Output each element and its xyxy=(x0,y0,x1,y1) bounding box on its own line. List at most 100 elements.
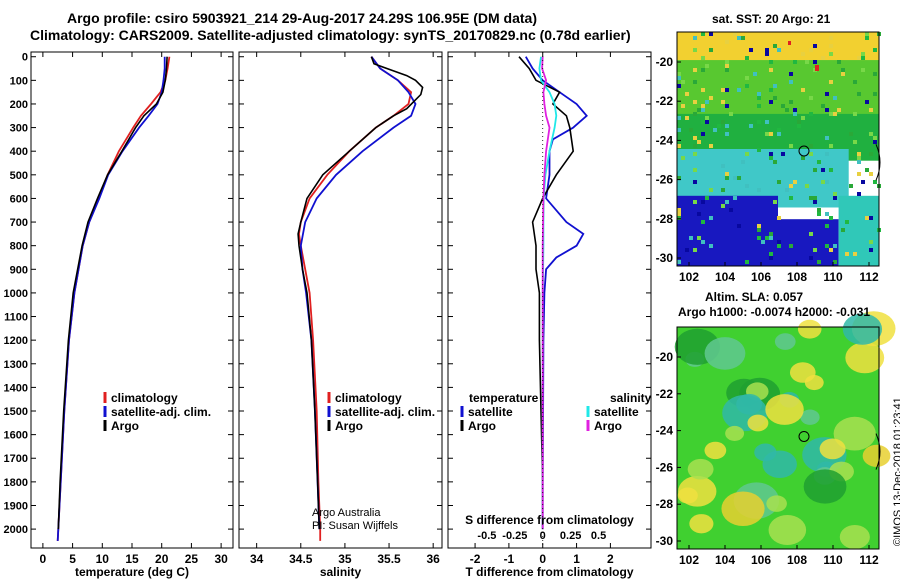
map-pixel xyxy=(693,248,697,252)
map-pixel xyxy=(721,120,725,124)
x-tick-label: 20 xyxy=(155,552,169,566)
map-pixel xyxy=(781,104,785,108)
map-frame xyxy=(676,326,880,550)
map-pixel xyxy=(777,48,781,52)
y-tick-label: 1500 xyxy=(4,406,28,418)
map-pixel xyxy=(677,216,681,220)
map-pixel xyxy=(797,124,801,128)
y-tick-label: 300 xyxy=(10,123,28,135)
secondary-x-tick-label: 0.25 xyxy=(560,530,581,542)
map-pixel xyxy=(693,80,697,84)
map-pixel xyxy=(733,176,737,180)
map-bottom-title-1: Altim. SLA: 0.057 xyxy=(705,290,804,304)
map-pixel xyxy=(813,200,817,204)
map-pixel xyxy=(693,112,697,116)
map-pixel xyxy=(757,96,761,100)
legend-label: satellite xyxy=(468,405,513,419)
map-pixel xyxy=(789,196,793,200)
map-pixel xyxy=(793,60,797,64)
map-pixel xyxy=(825,212,829,216)
map-pixel xyxy=(729,208,733,212)
map-x-tick-label: 102 xyxy=(679,553,699,567)
map-blob xyxy=(677,487,698,504)
x-tick-label: -2 xyxy=(470,552,481,566)
map-pixel xyxy=(829,52,833,56)
map-x-tick-label: 104 xyxy=(715,270,735,284)
map-blob xyxy=(803,469,847,504)
x-tick-label: 34.5 xyxy=(289,552,313,566)
map-pixel xyxy=(677,260,681,264)
map-pixel xyxy=(769,236,773,240)
map-blob xyxy=(842,313,883,345)
x-tick-label: 25 xyxy=(185,552,199,566)
map-pixel xyxy=(789,244,793,248)
map-pixel xyxy=(709,188,713,192)
map-pixel xyxy=(833,244,837,248)
map-pixel xyxy=(777,128,781,132)
map-pixel xyxy=(705,100,709,104)
map-pixel xyxy=(825,244,829,248)
map-pixel xyxy=(721,204,725,208)
map-pixel xyxy=(869,108,873,112)
map-pixel xyxy=(677,84,681,88)
map-pixel xyxy=(697,236,701,240)
map-pixel xyxy=(693,36,697,40)
x-tick-label: 10 xyxy=(96,552,110,566)
map-pixel xyxy=(873,140,877,144)
map-pixel xyxy=(789,144,793,148)
map-pixel xyxy=(769,132,773,136)
annotation-line-2: PI: Susan Wijffels xyxy=(312,520,398,532)
secondary-x-tick-label: -0.25 xyxy=(502,530,527,542)
map-blob xyxy=(839,524,870,550)
map-pixel xyxy=(773,44,777,48)
map-pixel xyxy=(801,88,805,92)
map-pixel xyxy=(849,132,853,136)
map-y-tick-label: -28 xyxy=(656,497,674,511)
map-pixel xyxy=(689,236,693,240)
map-pixel xyxy=(685,248,689,252)
map-pixel xyxy=(765,132,769,136)
map-pixel xyxy=(817,212,821,216)
y-tick-label: 2000 xyxy=(4,524,28,536)
y-tick-label: 1600 xyxy=(4,430,28,442)
map-bottom-title-2: Argo h1000: -0.0074 h2000: -0.031 xyxy=(678,305,871,319)
map-pixel xyxy=(745,76,749,80)
map-x-tick-label: 110 xyxy=(823,553,843,567)
map-pixel xyxy=(713,128,717,132)
map-pixel xyxy=(725,172,729,176)
map-pixel xyxy=(729,112,733,116)
map-pixel xyxy=(809,48,813,52)
map-pixel xyxy=(701,56,705,60)
map-pixel xyxy=(813,248,817,252)
map-pixel xyxy=(785,188,789,192)
legend-label: Argo xyxy=(468,419,496,433)
legend-label: climatology xyxy=(111,391,178,405)
map-pixel xyxy=(693,168,697,172)
map-blob xyxy=(687,458,714,480)
map-pixel xyxy=(725,124,729,128)
map-pixel xyxy=(705,196,709,200)
map-pixel xyxy=(693,68,697,72)
map-pixel xyxy=(721,164,725,168)
map-blob xyxy=(845,342,885,374)
y-tick-label: 1700 xyxy=(4,453,28,465)
map-x-tick-label: 110 xyxy=(823,270,843,284)
map-pixel xyxy=(793,180,797,184)
map-pixel xyxy=(865,216,869,220)
map-pixel xyxy=(809,256,813,260)
map-pixel xyxy=(873,72,877,76)
secondary-x-tick-label: -0.5 xyxy=(477,530,496,542)
map-pixel xyxy=(788,41,791,45)
map-pixel xyxy=(861,52,865,56)
map-pixel xyxy=(793,112,797,116)
map-pixel xyxy=(745,152,749,156)
map-y-tick-label: -22 xyxy=(656,94,674,108)
map-pixel xyxy=(765,48,769,52)
x-axis-label: temperature (deg C) xyxy=(75,565,189,579)
map-pixel xyxy=(725,132,729,136)
map-pixel xyxy=(701,220,705,224)
map-pixel xyxy=(833,96,837,100)
map-pixel xyxy=(805,60,809,64)
map-blob xyxy=(789,362,816,383)
map-region xyxy=(778,219,839,266)
